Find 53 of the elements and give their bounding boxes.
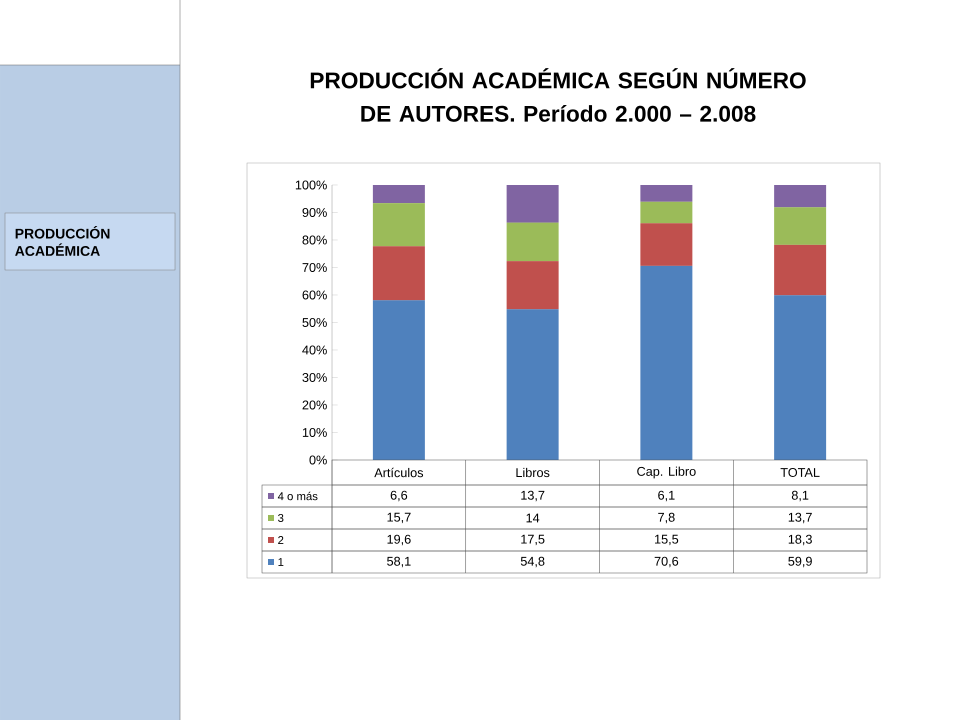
bar	[506, 261, 559, 310]
bar	[640, 184, 692, 202]
legend-label: 4 o más	[278, 492, 318, 500]
y-tick-label: 0%	[309, 456, 327, 464]
data-label: 15,5	[655, 534, 678, 546]
text: PRODUCCIÓN ACADÉMICA	[15, 226, 110, 256]
bar	[640, 266, 692, 460]
data-label: 58,1	[387, 556, 411, 568]
data-label: 15,7	[388, 512, 411, 524]
y-tick-label: 80%	[302, 236, 327, 244]
y-tick-label: 70%	[302, 263, 327, 272]
legend-label: 3	[278, 514, 284, 522]
bar	[774, 295, 826, 460]
y-tick-label: 90%	[302, 208, 327, 217]
y-tick-label: 60%	[302, 290, 327, 300]
y-tick-label: 30%	[302, 373, 327, 382]
legend-label: 1	[278, 558, 284, 566]
bar	[372, 203, 425, 246]
y-tick-label: 50%	[302, 318, 327, 327]
data-label: 6,1	[658, 490, 675, 502]
chart-title: PRODUCCIÓN ACADÉMICA SEGÚN NÚMERO DE AUTORES. Período 2.000 – 2.008	[310, 68, 806, 122]
bar	[372, 246, 425, 300]
y-tick-label: 100%	[296, 180, 327, 190]
bar	[506, 309, 559, 460]
data-label: 70,6	[654, 556, 678, 568]
data-label: 8,1	[792, 490, 808, 502]
bar	[774, 244, 826, 296]
bar	[774, 207, 826, 245]
data-label: 6,6	[390, 490, 408, 502]
data-label: 7,8	[658, 512, 675, 524]
x-tick-label: TOTAL	[780, 468, 820, 477]
data-label: 13,7	[521, 490, 544, 502]
data-label: 17,5	[521, 534, 544, 546]
data-label: 13,7	[788, 512, 812, 524]
y-tick-label: 20%	[302, 400, 327, 410]
data-label: 19,6	[388, 534, 411, 546]
bar	[372, 300, 425, 460]
data-label: 54,8	[520, 556, 544, 568]
bar	[506, 184, 559, 223]
bar	[774, 184, 826, 208]
x-tick-label: Libros	[516, 468, 550, 478]
bar	[506, 222, 559, 262]
bar	[372, 184, 425, 204]
x-tick-label: Artículos	[374, 468, 424, 478]
bar	[640, 202, 692, 224]
data-label: 14	[526, 514, 540, 522]
y-tick-label: 10%	[302, 428, 327, 437]
y-tick-label: 40%	[302, 346, 327, 354]
x-tick-label: Cap. Libro	[637, 466, 696, 478]
bar	[640, 223, 692, 266]
legend-label: 2	[278, 536, 284, 544]
data-label: 59,9	[788, 556, 812, 568]
data-label: 18,3	[788, 534, 812, 546]
